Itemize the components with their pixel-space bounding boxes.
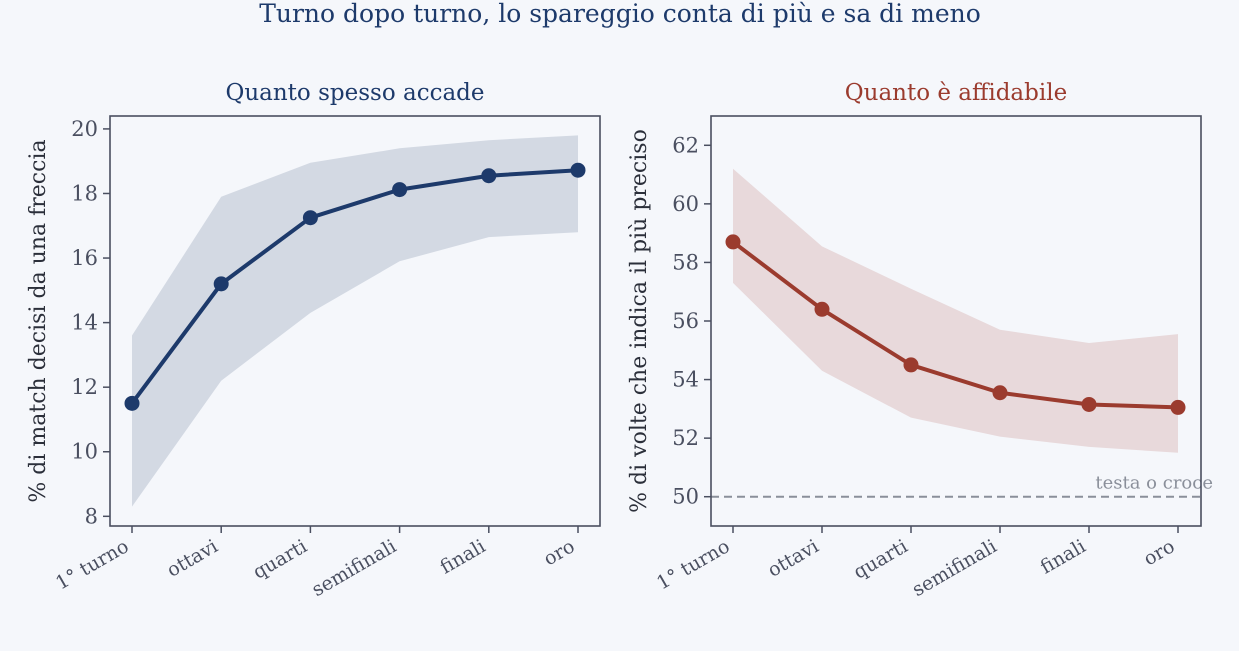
plot-frame bbox=[109, 115, 601, 527]
y-tick-label: 50 bbox=[672, 485, 699, 509]
data-point bbox=[1081, 396, 1097, 412]
y-tick-label: 60 bbox=[672, 192, 699, 216]
data-point bbox=[481, 168, 497, 184]
y-tick-label: 54 bbox=[672, 368, 699, 392]
y-tick-label: 16 bbox=[71, 246, 98, 270]
data-point bbox=[392, 182, 408, 198]
y-axis-label: % di match decisi da una freccia bbox=[26, 139, 51, 502]
confidence-band bbox=[132, 135, 578, 507]
series-line bbox=[731, 240, 1179, 410]
y-tick-label: 14 bbox=[71, 311, 98, 335]
y-axis-label: % di volte che indica il più preciso bbox=[627, 129, 652, 513]
data-point bbox=[992, 385, 1008, 401]
y-tick-label: 52 bbox=[672, 426, 699, 450]
data-point bbox=[814, 301, 830, 317]
data-point bbox=[1170, 399, 1186, 415]
series-line bbox=[130, 168, 579, 405]
data-point bbox=[213, 276, 229, 292]
y-tick-label: 56 bbox=[672, 309, 699, 333]
figure-title: Turno dopo turno, lo spareggio conta di … bbox=[259, 0, 981, 28]
data-point bbox=[570, 162, 586, 178]
y-tick-label: 20 bbox=[71, 117, 98, 141]
data-point bbox=[903, 357, 919, 373]
y-tick-label: 58 bbox=[672, 250, 699, 274]
panel-title: Quanto è affidabile bbox=[845, 80, 1067, 106]
data-point bbox=[124, 395, 140, 411]
reference-line-label: testa o croce bbox=[1095, 473, 1213, 494]
y-tick-label: 12 bbox=[71, 375, 98, 399]
panel-title: Quanto spesso accade bbox=[225, 80, 484, 106]
y-tick-label: 8 bbox=[85, 504, 98, 528]
confidence-band bbox=[733, 168, 1178, 453]
y-tick-label: 62 bbox=[672, 133, 699, 157]
data-point bbox=[725, 234, 741, 250]
y-tick-label: 10 bbox=[71, 440, 98, 464]
data-point bbox=[302, 210, 318, 226]
y-tick-label: 18 bbox=[71, 181, 98, 205]
